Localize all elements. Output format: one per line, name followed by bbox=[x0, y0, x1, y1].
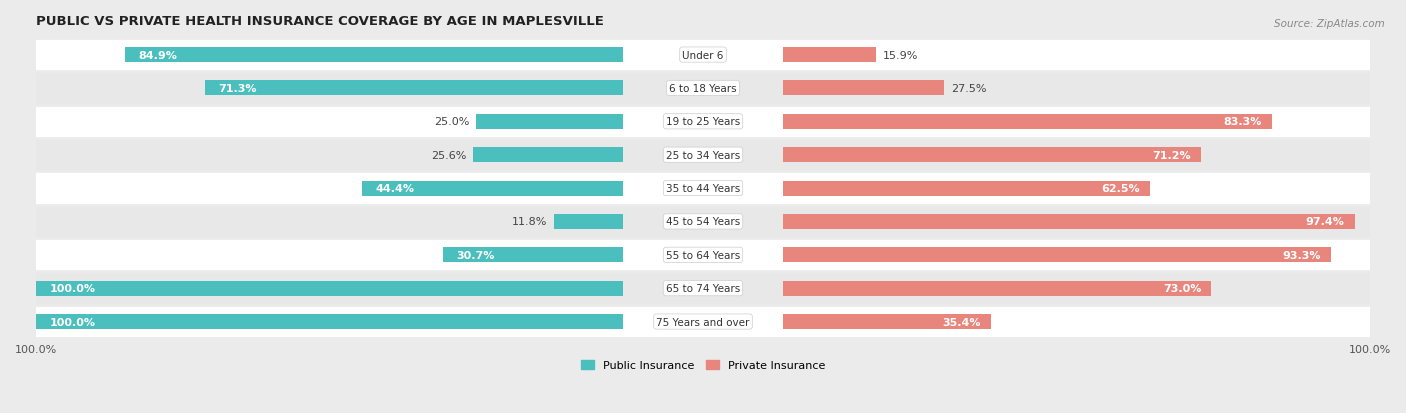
Text: 62.5%: 62.5% bbox=[1101, 184, 1140, 194]
Text: 71.3%: 71.3% bbox=[218, 84, 256, 94]
Bar bbox=[554, 214, 623, 229]
Text: 6 to 18 Years: 6 to 18 Years bbox=[669, 84, 737, 94]
Text: 25.0%: 25.0% bbox=[434, 117, 470, 127]
Text: 83.3%: 83.3% bbox=[1223, 117, 1261, 127]
FancyBboxPatch shape bbox=[37, 105, 1369, 139]
Text: 84.9%: 84.9% bbox=[138, 50, 177, 60]
Text: 100.0%: 100.0% bbox=[49, 317, 96, 327]
Bar bbox=[783, 181, 1150, 196]
FancyBboxPatch shape bbox=[37, 139, 1369, 172]
Text: 27.5%: 27.5% bbox=[950, 84, 987, 94]
Text: Under 6: Under 6 bbox=[682, 50, 724, 60]
Bar bbox=[783, 148, 1201, 163]
FancyBboxPatch shape bbox=[37, 272, 1369, 305]
FancyBboxPatch shape bbox=[37, 172, 1369, 205]
FancyBboxPatch shape bbox=[37, 305, 1369, 338]
Bar bbox=[363, 181, 623, 196]
Text: 35 to 44 Years: 35 to 44 Years bbox=[666, 184, 740, 194]
FancyBboxPatch shape bbox=[37, 39, 1369, 72]
Bar bbox=[472, 148, 623, 163]
FancyBboxPatch shape bbox=[37, 205, 1369, 239]
Bar bbox=[783, 248, 1330, 263]
Bar bbox=[783, 114, 1272, 130]
Text: 15.9%: 15.9% bbox=[883, 50, 918, 60]
Text: 97.4%: 97.4% bbox=[1306, 217, 1344, 227]
Text: 25.6%: 25.6% bbox=[430, 150, 465, 160]
Bar bbox=[783, 314, 991, 329]
Text: 44.4%: 44.4% bbox=[375, 184, 415, 194]
Bar bbox=[37, 281, 623, 296]
Text: 35.4%: 35.4% bbox=[942, 317, 981, 327]
Text: 45 to 54 Years: 45 to 54 Years bbox=[666, 217, 740, 227]
Bar bbox=[443, 248, 623, 263]
Text: Source: ZipAtlas.com: Source: ZipAtlas.com bbox=[1274, 19, 1385, 28]
Text: 75 Years and over: 75 Years and over bbox=[657, 317, 749, 327]
Bar bbox=[204, 81, 623, 96]
Text: PUBLIC VS PRIVATE HEALTH INSURANCE COVERAGE BY AGE IN MAPLESVILLE: PUBLIC VS PRIVATE HEALTH INSURANCE COVER… bbox=[37, 15, 605, 28]
Text: 11.8%: 11.8% bbox=[512, 217, 547, 227]
Bar bbox=[783, 81, 945, 96]
Bar bbox=[783, 214, 1354, 229]
Bar bbox=[125, 48, 623, 63]
Bar bbox=[783, 48, 876, 63]
Text: 25 to 34 Years: 25 to 34 Years bbox=[666, 150, 740, 160]
Bar bbox=[477, 114, 623, 130]
Text: 55 to 64 Years: 55 to 64 Years bbox=[666, 250, 740, 260]
Text: 73.0%: 73.0% bbox=[1163, 283, 1201, 294]
Text: 19 to 25 Years: 19 to 25 Years bbox=[666, 117, 740, 127]
Bar bbox=[783, 281, 1212, 296]
FancyBboxPatch shape bbox=[37, 72, 1369, 105]
Text: 30.7%: 30.7% bbox=[456, 250, 495, 260]
Text: 100.0%: 100.0% bbox=[49, 283, 96, 294]
Bar bbox=[37, 314, 623, 329]
Legend: Public Insurance, Private Insurance: Public Insurance, Private Insurance bbox=[576, 356, 830, 375]
Text: 93.3%: 93.3% bbox=[1282, 250, 1320, 260]
Text: 71.2%: 71.2% bbox=[1153, 150, 1191, 160]
FancyBboxPatch shape bbox=[37, 239, 1369, 272]
Text: 65 to 74 Years: 65 to 74 Years bbox=[666, 283, 740, 294]
